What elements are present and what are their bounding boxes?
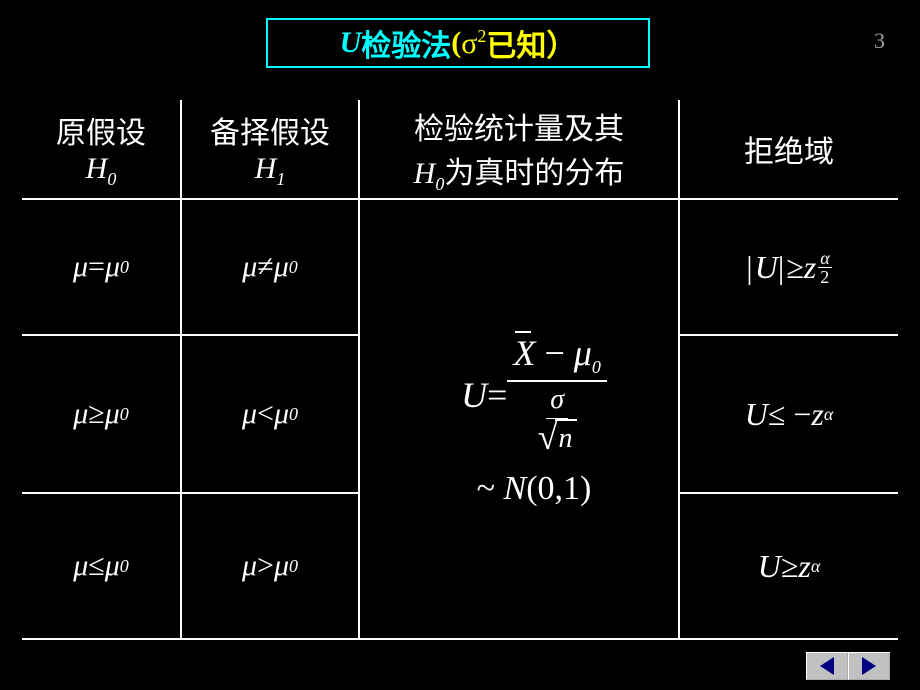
header-h0: 原假设 H0 bbox=[22, 100, 182, 198]
stat-sigma: σ bbox=[546, 382, 568, 419]
stat-u: U bbox=[461, 374, 487, 416]
arrow-right-icon bbox=[862, 657, 876, 675]
header-h0-label: 原假设 bbox=[56, 108, 146, 152]
reject-row2: U ≤ −zα bbox=[680, 336, 898, 494]
h0-row2: μ ≥ μ0 bbox=[22, 336, 182, 494]
col-h0: μ = μ0 μ ≥ μ0 μ ≤ μ0 bbox=[22, 200, 182, 640]
sigma-symbol: σ2 bbox=[461, 26, 486, 61]
header-h0-sym: H0 bbox=[86, 152, 117, 190]
h0-row3: μ ≤ μ0 bbox=[22, 494, 182, 640]
prev-button[interactable] bbox=[806, 652, 848, 680]
h0-row1: μ = μ0 bbox=[22, 200, 182, 336]
reject-row3: U ≥ zα bbox=[680, 494, 898, 640]
reject-row1: |U| ≥ zα2 bbox=[680, 200, 898, 336]
next-button[interactable] bbox=[848, 652, 890, 680]
paren-open: ( bbox=[451, 26, 461, 60]
header-reject-label: 拒绝域 bbox=[744, 127, 834, 171]
title-u: U bbox=[340, 26, 362, 60]
table-header-row: 原假设 H0 备择假设 H1 检验统计量及其 H0为真时的分布 拒绝域 bbox=[22, 100, 898, 200]
h1-row2: μ < μ0 bbox=[182, 336, 360, 494]
header-rejection: 拒绝域 bbox=[680, 100, 898, 198]
stat-outer-frac: X − μ0 σ √n bbox=[507, 330, 606, 459]
col-statistic: U = X − μ0 σ √n ~ N(0,1) bbox=[360, 200, 680, 640]
known-label: 已知 bbox=[486, 21, 546, 65]
header-stat-line2: H0为真时的分布 bbox=[414, 148, 625, 195]
stat-inner-frac: σ √n bbox=[534, 382, 581, 460]
stat-eq: = bbox=[487, 374, 507, 416]
arrow-left-icon bbox=[820, 657, 834, 675]
paren-close: ） bbox=[546, 21, 576, 65]
hypothesis-table: 原假设 H0 备择假设 H1 检验统计量及其 H0为真时的分布 拒绝域 μ = … bbox=[22, 100, 898, 640]
nav-arrows bbox=[806, 652, 890, 680]
header-h1: 备择假设 H1 bbox=[182, 100, 360, 198]
stat-numerator: X − μ0 bbox=[507, 330, 606, 382]
title-cn: 检验法 bbox=[361, 21, 451, 65]
statistic-formula: U = X − μ0 σ √n bbox=[461, 330, 607, 459]
h1-row1: μ ≠ μ0 bbox=[182, 200, 360, 336]
statistic-distribution: ~ N(0,1) bbox=[477, 470, 592, 508]
col-rejection: |U| ≥ zα2 U ≤ −zα U ≥ zα bbox=[680, 200, 898, 640]
header-h1-label: 备择假设 bbox=[210, 108, 330, 152]
col-h1: μ ≠ μ0 μ < μ0 μ > μ0 bbox=[182, 200, 360, 640]
stat-sqrt-n: √n bbox=[534, 419, 581, 459]
title-box: U 检验法 ( σ2 已知 ） bbox=[266, 18, 650, 68]
header-stat-line1: 检验统计量及其 bbox=[414, 104, 624, 148]
h1-row3: μ > μ0 bbox=[182, 494, 360, 640]
header-statistic: 检验统计量及其 H0为真时的分布 bbox=[360, 100, 680, 198]
stat-denominator: σ √n bbox=[528, 382, 587, 460]
table-body: μ = μ0 μ ≥ μ0 μ ≤ μ0 μ ≠ μ0 μ < μ0 μ > μ… bbox=[22, 200, 898, 640]
header-h1-sym: H1 bbox=[255, 152, 286, 190]
page-number: 3 bbox=[874, 28, 885, 54]
